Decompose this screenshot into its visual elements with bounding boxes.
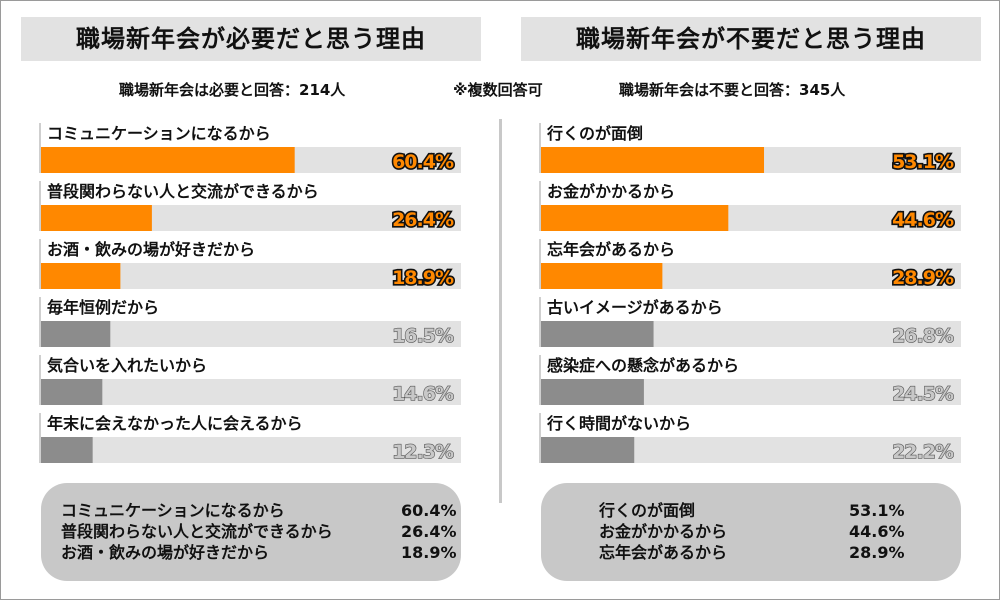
- respondents-unneeded: 職場新年会は不要と回答：345人: [619, 81, 846, 99]
- bar-track: [41, 379, 461, 405]
- summary-row: お金がかかるから 44.6%: [599, 522, 929, 542]
- value-label: 24.5%: [892, 383, 954, 405]
- value-label: 26.8%: [892, 325, 954, 347]
- value-label: 53.1%: [892, 151, 954, 173]
- summary-label: 行くのが面倒: [599, 501, 696, 520]
- summary-label: 忘年会があるから: [599, 543, 728, 562]
- bar: [41, 263, 121, 289]
- bar-bracket: [539, 239, 541, 289]
- panel-needed-reasons: 職場新年会が必要だと思う理由 職場新年会は必要と回答：214人 コミュニケーショ…: [1, 1, 501, 601]
- bar: [41, 437, 93, 463]
- bar-bracket: [539, 297, 541, 347]
- category-label: 年末に会えなかった人に会えるから: [47, 414, 303, 433]
- category-label: 古いイメージがあるから: [547, 298, 723, 317]
- summary-row: 普段関わらない人と交流ができるから 26.4%: [61, 522, 457, 542]
- summary-box-unneeded: 行くのが面倒 53.1% お金がかかるから 44.6% 忘年会があるから 28.…: [541, 483, 961, 581]
- bar: [41, 321, 111, 347]
- panel-unneeded-reasons: 職場新年会が不要だと思う理由 職場新年会は不要と回答：345人 行くのが面倒 53…: [501, 1, 1000, 601]
- summary-label: 普段関わらない人と交流ができるから: [61, 522, 333, 541]
- bar-track: [41, 321, 461, 347]
- value-label: 28.9%: [892, 267, 954, 289]
- bar-bracket: [39, 181, 41, 231]
- value-label: 44.6%: [892, 209, 954, 231]
- category-label: 毎年恒例だから: [47, 298, 159, 317]
- value-label: 60.4%: [392, 151, 454, 173]
- summary-label: コミュニケーションになるから: [61, 501, 285, 520]
- bar-bracket: [39, 123, 41, 173]
- bar-bracket: [539, 123, 541, 173]
- summary-value: 28.9%: [849, 543, 905, 562]
- bar: [541, 263, 663, 289]
- value-label: 16.5%: [392, 325, 454, 347]
- chart-title-needed: 職場新年会が必要だと思う理由: [21, 17, 481, 61]
- summary-value: 53.1%: [849, 501, 905, 520]
- value-label: 26.4%: [392, 209, 454, 231]
- category-label: 感染症への懸念があるから: [547, 356, 739, 375]
- value-label: 22.2%: [892, 441, 954, 463]
- summary-row: お酒・飲みの場が好きだから 18.9%: [61, 543, 457, 563]
- summary-label: お酒・飲みの場が好きだから: [61, 543, 270, 562]
- respondents-needed: 職場新年会は必要と回答：214人: [119, 81, 346, 99]
- bar-bracket: [39, 355, 41, 405]
- bar: [541, 147, 765, 173]
- summary-value: 60.4%: [401, 501, 457, 520]
- summary-row: 行くのが面倒 53.1%: [599, 501, 929, 521]
- bar: [541, 321, 654, 347]
- summary-box-needed: コミュニケーションになるから 60.4% 普段関わらない人と交流ができるから 2…: [41, 483, 461, 581]
- value-label: 14.6%: [392, 383, 454, 405]
- bar: [541, 379, 644, 405]
- bar-bracket: [39, 297, 41, 347]
- bar-bracket: [39, 413, 41, 463]
- bar-chart-needed: コミュニケーションになるから 60.4% 普段関わらない人と交流ができるから 26.4…: [39, 123, 461, 464]
- bar: [41, 147, 295, 173]
- category-label: 普段関わらない人と交流ができるから: [47, 182, 319, 201]
- category-label: お酒・飲みの場が好きだから: [47, 240, 255, 259]
- summary-label: お金がかかるから: [599, 522, 728, 541]
- bar: [41, 379, 103, 405]
- value-label: 12.3%: [392, 441, 454, 463]
- multiple-answers-note: ※複数回答可: [453, 81, 543, 99]
- category-label: 行く時間がないから: [546, 414, 691, 433]
- category-label: 忘年会があるから: [547, 240, 675, 259]
- category-label: 気合いを入れたいから: [47, 356, 207, 375]
- summary-value: 26.4%: [401, 522, 457, 541]
- category-label: 行くのが面倒: [546, 124, 643, 143]
- bar-track: [41, 437, 461, 463]
- value-label: 18.9%: [392, 267, 454, 289]
- category-label: お金がかかるから: [547, 182, 675, 201]
- bar: [541, 437, 635, 463]
- bar: [41, 205, 152, 231]
- summary-row: コミュニケーションになるから 60.4%: [61, 501, 457, 521]
- bar-chart-unneeded: 行くのが面倒 53.1% お金がかかるから 44.6% 忘年会があるから 28.9% 古いイ…: [539, 123, 961, 464]
- bar-bracket: [539, 413, 541, 463]
- bar-bracket: [39, 239, 41, 289]
- bar-bracket: [539, 355, 541, 405]
- bar: [541, 205, 729, 231]
- summary-value: 18.9%: [401, 543, 457, 562]
- category-label: コミュニケーションになるから: [47, 124, 271, 143]
- summary-row: 忘年会があるから 28.9%: [599, 543, 929, 563]
- chart-title-unneeded: 職場新年会が不要だと思う理由: [521, 17, 981, 61]
- bar-bracket: [539, 181, 541, 231]
- panel-divider: [499, 119, 502, 503]
- summary-value: 44.6%: [849, 522, 905, 541]
